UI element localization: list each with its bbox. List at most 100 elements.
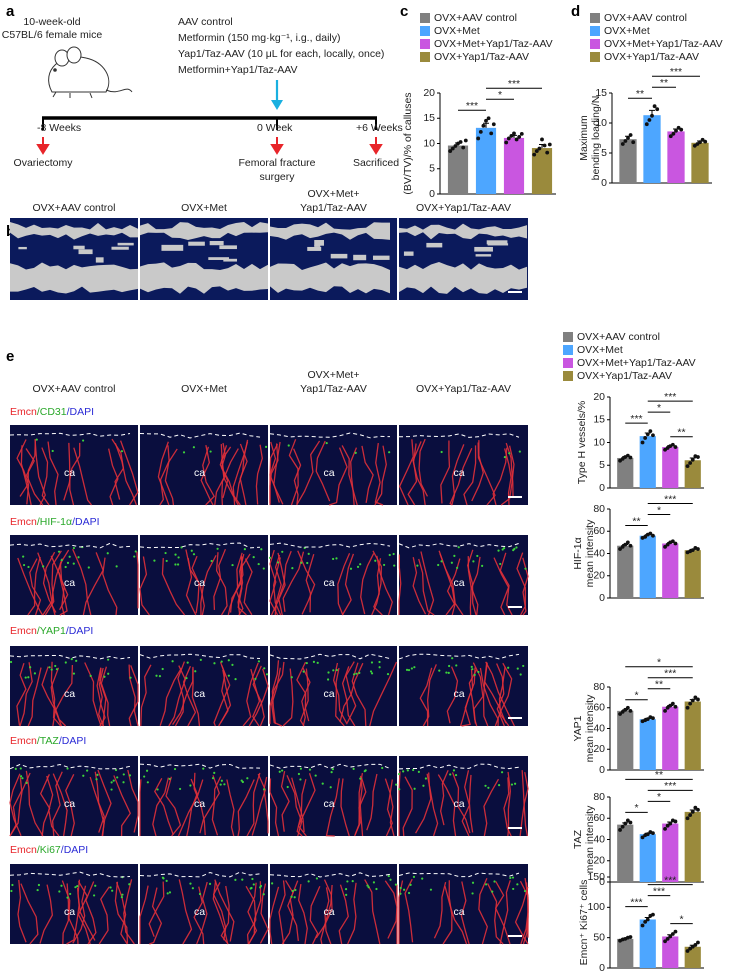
data-point xyxy=(685,464,690,469)
vessel xyxy=(296,440,321,505)
signal xyxy=(81,439,85,442)
legend-swatch xyxy=(563,358,573,368)
image-label: ca xyxy=(194,906,205,918)
signal xyxy=(398,788,401,791)
signal xyxy=(501,548,504,551)
vessel xyxy=(29,558,42,616)
data-point xyxy=(532,152,537,157)
vessel xyxy=(200,555,217,616)
stain-part: /DAPI xyxy=(61,844,88,856)
signal xyxy=(382,563,386,567)
vessel xyxy=(371,550,382,616)
vessel xyxy=(522,557,529,616)
data-point xyxy=(688,701,693,706)
signal xyxy=(387,874,390,878)
vessel xyxy=(272,557,282,616)
micrograph: ca xyxy=(139,425,268,506)
bone xyxy=(399,223,527,240)
vessel xyxy=(214,879,235,942)
vessel xyxy=(214,446,232,506)
vessel xyxy=(200,445,214,506)
signal xyxy=(523,889,527,893)
boundary xyxy=(9,763,131,770)
signal xyxy=(497,549,500,552)
signal xyxy=(473,673,476,676)
signal xyxy=(122,781,125,784)
signal xyxy=(513,547,516,550)
signal xyxy=(516,883,519,886)
signal xyxy=(231,663,234,666)
data-point xyxy=(509,134,514,138)
image-label: ca xyxy=(194,798,205,810)
data-point xyxy=(514,137,519,142)
vessel xyxy=(98,886,110,945)
data-point xyxy=(506,136,511,141)
signal xyxy=(191,887,194,890)
signal xyxy=(114,768,118,772)
vessel xyxy=(139,779,142,836)
signal xyxy=(335,668,338,672)
signal xyxy=(257,562,260,566)
vessel xyxy=(39,884,54,944)
image-label: ca xyxy=(324,906,335,918)
bar xyxy=(684,811,701,882)
micrograph: ca xyxy=(269,646,398,727)
data-point xyxy=(688,461,693,465)
y-tick-label: 10 xyxy=(593,436,605,448)
signal xyxy=(457,546,460,549)
vessel xyxy=(460,881,470,945)
signal xyxy=(198,892,202,896)
bone xyxy=(10,262,138,294)
micrograph: ca xyxy=(397,756,529,837)
signal xyxy=(293,896,296,899)
data-point xyxy=(670,539,675,544)
signal xyxy=(262,893,265,896)
vessel xyxy=(47,441,59,506)
signal xyxy=(210,559,213,563)
bar xyxy=(617,457,634,488)
data-point xyxy=(645,917,650,922)
signal xyxy=(356,565,360,568)
vessel xyxy=(338,884,349,945)
data-point xyxy=(665,823,670,828)
signal xyxy=(367,886,370,889)
data-point xyxy=(663,708,667,713)
data-point xyxy=(628,455,633,460)
significance-label: * xyxy=(657,657,661,669)
signal xyxy=(332,669,335,672)
vessel xyxy=(148,881,165,937)
vessel xyxy=(27,556,41,616)
bar xyxy=(639,834,656,882)
signal xyxy=(121,893,124,896)
signal xyxy=(397,772,401,776)
image-label: ca xyxy=(64,798,75,810)
data-point xyxy=(463,138,468,143)
vessel xyxy=(220,885,230,945)
image-label: ca xyxy=(194,577,205,589)
signal xyxy=(106,552,109,555)
y-axis-label: Emcn⁺ Ki67⁺ cells xyxy=(578,880,590,966)
signal xyxy=(82,774,85,777)
image-label: ca xyxy=(454,577,465,589)
stain-part: Emcn xyxy=(10,625,37,637)
micro-ct-image xyxy=(140,218,268,300)
signal xyxy=(386,672,390,676)
data-point xyxy=(640,835,645,840)
data-point xyxy=(623,139,628,143)
vessel xyxy=(139,556,150,616)
vessel xyxy=(398,439,414,506)
y-tick-label: 20 xyxy=(423,87,435,99)
signal xyxy=(278,770,281,773)
y-tick-label: 40 xyxy=(593,833,605,845)
data-point xyxy=(643,436,648,440)
vessel xyxy=(96,667,106,727)
vessel xyxy=(128,664,139,727)
boundary xyxy=(269,432,391,439)
stain-part: Emcn xyxy=(10,406,37,418)
y-tick-label: 20 xyxy=(593,743,605,755)
vessel xyxy=(360,553,375,615)
y-axis-label: mean intensity xyxy=(584,805,596,873)
signal xyxy=(120,896,123,899)
significance-label: * xyxy=(498,89,502,101)
vessel xyxy=(271,660,280,725)
